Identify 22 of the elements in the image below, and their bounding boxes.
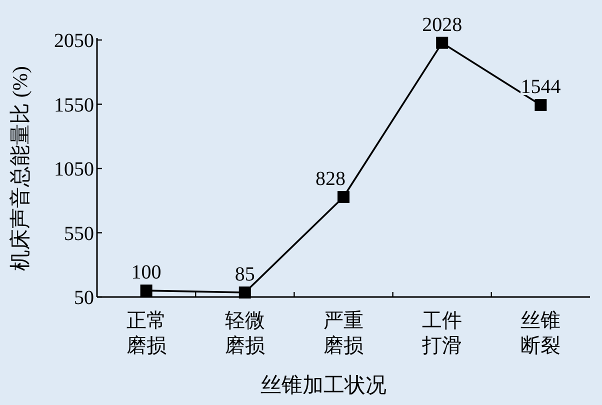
x-tick-label: 丝锥断裂 xyxy=(520,310,561,357)
y-axis-title: 机床声音总能量比 (%) xyxy=(8,66,32,271)
x-tick-label: 工件打滑 xyxy=(421,310,462,357)
y-tick-label: 1550 xyxy=(54,94,94,116)
data-label: 828 xyxy=(316,168,346,190)
data-label: 100 xyxy=(131,262,162,284)
point xyxy=(338,191,350,204)
x-tick-label: 轻微磨损 xyxy=(224,310,265,357)
x-axis-title: 丝锥加工状况 xyxy=(260,373,386,397)
y-tick-label: 2050 xyxy=(54,30,94,52)
point xyxy=(534,99,547,112)
y-tick-label: 550 xyxy=(64,222,94,245)
point xyxy=(436,36,448,49)
data-label: 2028 xyxy=(422,14,462,36)
x-tick-label: 正常磨损 xyxy=(126,310,166,357)
y-tick-label: 50 xyxy=(74,287,94,309)
x-tick-label: 严重磨损 xyxy=(324,310,364,357)
y-tick-label: 1050 xyxy=(54,158,94,180)
data-label: 85 xyxy=(234,264,255,286)
data-label: 1544 xyxy=(520,76,561,98)
point xyxy=(140,284,152,297)
point xyxy=(238,286,251,299)
